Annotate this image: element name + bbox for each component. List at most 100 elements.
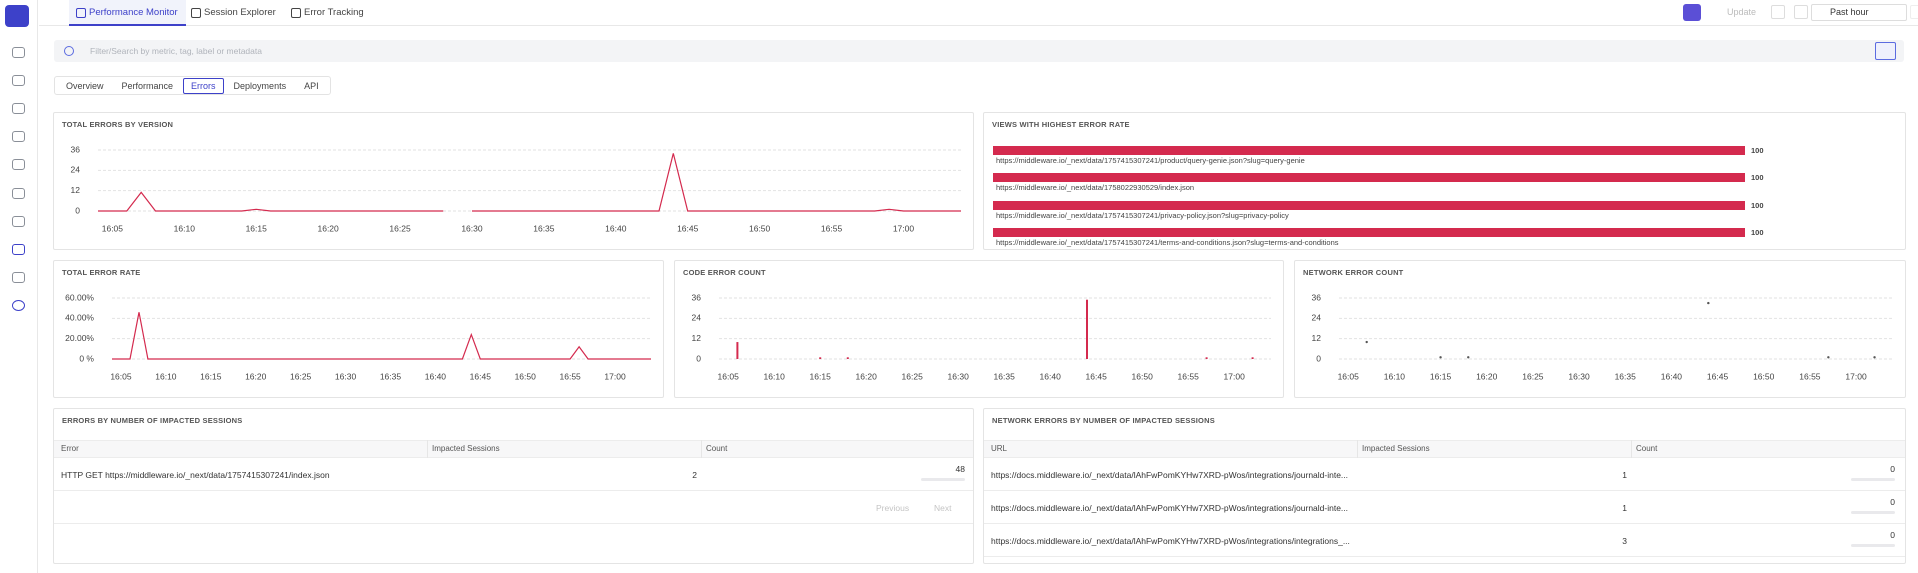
column-header: Count: [706, 444, 728, 453]
x-tick-label: 16:15: [200, 371, 222, 381]
x-tick-label: 16:50: [749, 223, 771, 233]
cell-number: 3: [1622, 536, 1627, 546]
x-tick-label: 16:10: [174, 223, 196, 233]
panel-title: NETWORK ERRORS BY NUMBER OF IMPACTED SES…: [992, 416, 1215, 425]
logs-icon[interactable]: [12, 103, 25, 114]
chart-panel: TOTAL ERRORS BY VERSION 0 12 24 36 16:05 16:10…: [53, 112, 974, 250]
next-range-button[interactable]: [1910, 5, 1918, 19]
ai-icon[interactable]: [12, 300, 25, 311]
prev-range-button[interactable]: [1794, 5, 1808, 19]
y-tick-label: 40.00%: [65, 313, 94, 323]
bar: [993, 173, 1745, 182]
settings-icon[interactable]: [12, 272, 25, 283]
x-tick-label: 16:10: [764, 371, 786, 381]
x-tick-label: 16:30: [948, 371, 970, 381]
cell-number: 1: [1622, 470, 1627, 480]
cell-text: https://docs.middleware.io/_next/data/lA…: [991, 536, 1350, 546]
x-tick-label: 16:05: [718, 371, 740, 381]
x-tick-label: 16:40: [425, 371, 447, 381]
home-icon[interactable]: [12, 47, 25, 58]
nav-tab[interactable]: Error Tracking: [284, 0, 372, 26]
apm-icon[interactable]: [12, 159, 25, 170]
column-header: Count: [1636, 444, 1658, 453]
y-tick-label: 0: [1316, 353, 1321, 363]
x-tick-label: 16:55: [560, 371, 582, 381]
x-tick-label: 17:00: [1845, 371, 1867, 381]
table-row: [54, 458, 973, 491]
synthetics-icon[interactable]: [12, 216, 25, 227]
x-tick-label: 16:45: [1086, 371, 1108, 381]
point: [1873, 356, 1876, 359]
nav-tab[interactable]: Performance Monitor: [69, 0, 186, 26]
panel-title: NETWORK ERROR COUNT: [1303, 268, 1404, 277]
pagination-button[interactable]: Next: [934, 503, 952, 513]
column-divider: [1631, 440, 1632, 458]
x-tick-label: 17:00: [1224, 371, 1246, 381]
x-tick-label: 16:45: [1707, 371, 1729, 381]
column-divider: [1357, 440, 1358, 458]
line-series: [98, 153, 961, 212]
x-tick-label: 16:20: [245, 371, 267, 381]
update-button[interactable]: Update: [1727, 7, 1757, 17]
sub-tab[interactable]: Deployments: [233, 80, 287, 91]
search-bar[interactable]: Filter/Search by metric, tag, label or m…: [54, 40, 1904, 62]
chart-panel: NETWORK ERROR COUNT 0 12 24 36 16:05 16:10 16:1…: [1294, 260, 1906, 398]
rum-icon[interactable]: [12, 244, 25, 255]
x-tick-label: 16:05: [110, 371, 132, 381]
count-bar: [1851, 544, 1895, 547]
x-tick-label: 16:05: [1338, 371, 1360, 381]
logo[interactable]: [5, 5, 29, 27]
chart-panel: VIEWS WITH HIGHEST ERROR RATE 100 https://…: [983, 112, 1906, 250]
x-tick-label: 16:15: [810, 371, 832, 381]
line-series: [112, 312, 651, 360]
table-row: [984, 491, 1905, 524]
x-tick-label: 16:40: [605, 223, 627, 233]
pagination-button[interactable]: Previous: [876, 503, 910, 513]
chart: 0 % 20.00% 40.00% 60.00% 16:05 16:10 16:15 16:2…: [65, 292, 651, 381]
x-tick-label: 16:40: [1040, 371, 1062, 381]
traces-icon[interactable]: [12, 131, 25, 142]
cell-number: 1: [1622, 503, 1627, 513]
x-tick-label: 16:30: [335, 371, 357, 381]
x-tick-label: 16:40: [1661, 371, 1683, 381]
x-tick-label: 16:55: [1799, 371, 1821, 381]
category-label: https://middleware.io/_next/data/1757415…: [996, 211, 1289, 220]
table-header: [54, 440, 973, 458]
cell-text: https://docs.middleware.io/_next/data/lA…: [991, 470, 1349, 480]
y-tick-label: 0: [696, 353, 701, 363]
x-tick-label: 16:55: [821, 223, 843, 233]
chart: 0 12 24 36 16:05 16:10 16:15 16:20 16:25 16:30 16:…: [71, 144, 961, 233]
y-tick-label: 0 %: [79, 353, 94, 363]
bar: [1086, 299, 1088, 359]
sub-tab[interactable]: API: [304, 80, 319, 91]
x-tick-label: 16:45: [677, 223, 699, 233]
y-tick-label: 36: [1312, 292, 1322, 302]
ai-search-button[interactable]: [1875, 42, 1896, 60]
bar: [1251, 357, 1254, 359]
pause-button[interactable]: [1683, 4, 1701, 21]
y-tick-label: 24: [71, 165, 81, 175]
y-tick-label: 60.00%: [65, 292, 94, 302]
table-row: [984, 458, 1905, 491]
y-tick-label: 0: [75, 205, 80, 215]
cell-number: 0: [1890, 530, 1895, 540]
infra-icon[interactable]: [12, 75, 25, 86]
sub-tab[interactable]: Errors: [183, 77, 224, 94]
bar: [846, 357, 849, 359]
y-tick-label: 12: [1312, 333, 1322, 343]
sub-tab[interactable]: Overview: [66, 80, 104, 91]
panel-title: VIEWS WITH HIGHEST ERROR RATE: [992, 120, 1130, 129]
sub-tab[interactable]: Performance: [121, 80, 174, 91]
x-tick-label: 16:50: [1753, 371, 1775, 381]
value-label: 100: [1751, 173, 1764, 182]
dashboards-icon[interactable]: [12, 188, 25, 199]
count-bar: [1851, 511, 1895, 514]
time-range-picker[interactable]: Past hour: [1811, 4, 1907, 21]
nav-tab[interactable]: Session Explorer: [184, 0, 284, 26]
copy-button[interactable]: [1771, 5, 1785, 19]
bar: [819, 357, 822, 359]
panel-title: TOTAL ERRORS BY VERSION: [62, 120, 174, 129]
x-tick-label: 16:20: [317, 223, 339, 233]
x-tick-label: 16:25: [389, 223, 411, 233]
